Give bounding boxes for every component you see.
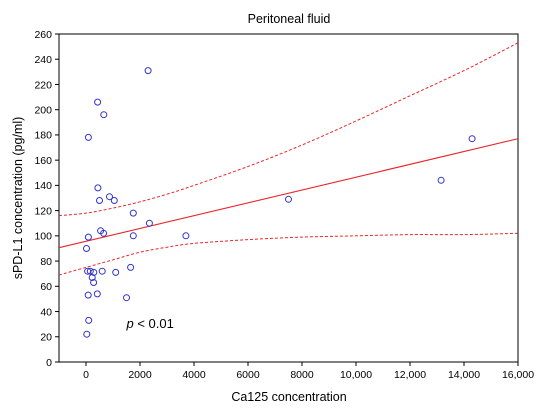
y-tick-label: 140 [34,180,52,192]
data-point [90,268,98,276]
x-axis: 0 2000 4000 6000 8000 10,000 12,000 14,000 16,00… [83,362,534,381]
data-point [110,197,118,204]
data-point [86,267,94,275]
x-tick-label: 0 [83,369,89,381]
y-tick-label: 60 [40,281,52,293]
x-tick-label: 6000 [236,369,260,381]
x-tick-label: 8000 [290,369,314,381]
y-tick-label: 120 [34,205,52,217]
y-tick-label: 260 [34,29,52,41]
data-point [94,98,102,106]
data-point [145,219,153,227]
data-point [84,233,92,241]
data-point [285,195,292,203]
y-axis: 0 20 40 60 80 100 120 140 160 180 200 220 240 260 [34,29,59,369]
data-point [90,279,98,286]
x-tick-label: 10,000 [340,369,372,381]
y-tick-label: 160 [34,155,52,167]
data-points [83,67,476,338]
data-point [84,291,92,299]
x-tick-label: 12,000 [394,369,426,381]
p-value-annotation: p < 0.01 [126,316,174,331]
confidence-band [59,42,518,276]
y-tick-label: 220 [34,79,52,91]
y-tick-label: 240 [34,54,52,66]
y-tick-label: 80 [40,256,52,268]
y-axis-label: sPD-L1 concentration (pg/ml) [11,117,25,280]
data-point [106,193,113,201]
regression-line-group [58,138,519,249]
data-point [129,232,137,240]
y-tick-label: 180 [34,130,52,142]
data-point [83,245,90,252]
data-point [84,133,92,141]
data-point [100,111,108,119]
y-tick-label: 20 [40,332,52,344]
data-point [96,197,103,204]
regression-line [58,138,519,249]
data-point [83,330,91,338]
confidence-upper-line [59,42,518,217]
data-point [93,290,101,298]
data-point [85,316,93,324]
y-tick-label: 100 [34,231,52,243]
data-point [182,232,190,240]
data-point [468,135,476,143]
data-point [127,263,135,271]
plot-frame [58,33,519,363]
data-point [129,209,137,217]
y-tick-label: 0 [46,357,52,369]
data-point [437,176,445,184]
p-value-italic: p [126,316,134,331]
x-axis-label: Ca125 concentration [231,390,346,404]
chart-title: Peritoneal fluid [248,12,331,26]
data-point [100,229,108,237]
x-tick-label: 16,000 [502,369,534,381]
data-point [144,67,152,75]
x-tick-label: 14,000 [448,369,480,381]
data-point [94,184,102,192]
data-point [98,267,106,275]
x-tick-label: 4000 [182,369,206,381]
data-point [123,294,130,302]
data-point [112,268,120,276]
y-tick-label: 200 [34,104,52,116]
y-tick-label: 40 [40,306,52,318]
x-tick-label: 2000 [128,369,152,381]
p-value-rest: < 0.01 [134,316,174,331]
